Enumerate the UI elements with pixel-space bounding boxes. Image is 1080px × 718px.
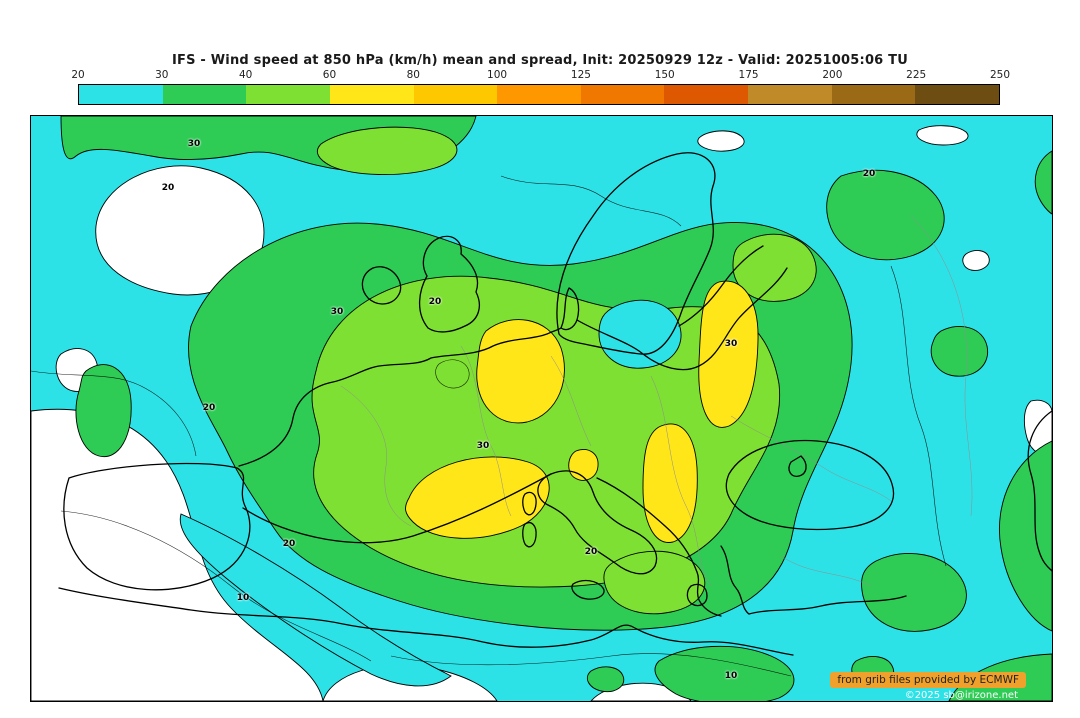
coast-crimea bbox=[788, 455, 807, 477]
colorbar-tick-label: 20 bbox=[71, 69, 85, 81]
coast-italy bbox=[537, 470, 658, 575]
country-borders-layer bbox=[340, 215, 973, 587]
colorbar-tick-label: 225 bbox=[906, 69, 927, 81]
coast-black-sea bbox=[725, 439, 895, 531]
colorbar-segment bbox=[162, 85, 247, 104]
coast-sicily bbox=[571, 579, 605, 600]
coast-atlantic-channel bbox=[238, 327, 562, 467]
coast-aegean-turkey-west bbox=[720, 545, 750, 615]
coast-ireland bbox=[361, 266, 402, 305]
coast-peloponnese bbox=[686, 583, 708, 607]
colorbar-segment bbox=[915, 85, 1000, 104]
colorbar-tick-label: 60 bbox=[322, 69, 337, 81]
colorbar-tick-label: 175 bbox=[738, 69, 759, 81]
white-fill-layer bbox=[31, 125, 1052, 701]
colorbar-tick-label: 100 bbox=[487, 69, 508, 81]
coast-caspian bbox=[1027, 410, 1052, 572]
coast-mediterranean-north bbox=[242, 473, 552, 544]
coast-denmark bbox=[560, 287, 580, 331]
colorbar-segment bbox=[664, 85, 749, 104]
colorbar-segment bbox=[748, 85, 832, 104]
colorbar-tick-label: 80 bbox=[406, 69, 420, 81]
attribution-source: from grib files provided by ECMWF bbox=[830, 672, 1026, 688]
colorbar-tick-label: 40 bbox=[238, 69, 253, 81]
coast-baltic-south bbox=[576, 267, 788, 371]
colorbar-segment bbox=[413, 85, 498, 104]
coast-corsica bbox=[522, 491, 537, 516]
spread-contours-layer bbox=[31, 175, 947, 677]
wind-map-svg bbox=[31, 116, 1052, 701]
colorbar-tick-label: 200 bbox=[822, 69, 843, 81]
coast-britain bbox=[418, 235, 480, 333]
coast-sardinia bbox=[522, 521, 537, 548]
colorbar bbox=[78, 84, 1000, 105]
colorbar-tick-label: 125 bbox=[570, 69, 591, 81]
coast-iberia bbox=[63, 462, 251, 591]
colorbar-segment bbox=[79, 85, 163, 104]
colorbar-tick-label: 150 bbox=[654, 69, 675, 81]
coast-scandinavia bbox=[556, 152, 716, 355]
coast-turkey-south bbox=[748, 595, 907, 615]
yellow-fill-layer bbox=[405, 280, 759, 543]
coast-balkans-greece bbox=[596, 477, 722, 617]
colorbar-ticks: 20 30 40 60 80 100 125 150 175 200 225 250 bbox=[71, 69, 1010, 82]
colorbar-segment bbox=[497, 85, 581, 104]
colorbar-tick-label: 30 bbox=[155, 69, 169, 81]
coastlines-layer bbox=[58, 152, 1052, 656]
coast-north-africa bbox=[58, 587, 794, 656]
colorbar-segment bbox=[246, 85, 330, 104]
coast-finland bbox=[678, 245, 764, 327]
colorbar-segment bbox=[580, 85, 665, 104]
map-area: 20 30 20 30 20 30 20 20 10 20 10 30 from grib files… bbox=[30, 115, 1053, 702]
colorbar-tick-label: 250 bbox=[989, 69, 1011, 81]
colorbar-segment bbox=[329, 85, 414, 104]
page-title: IFS - Wind speed at 850 hPa (km/h) mean … bbox=[172, 53, 908, 68]
attribution-copyright: ©2025 sb@irizone.net bbox=[904, 690, 1018, 701]
colorbar-segment bbox=[831, 85, 916, 104]
